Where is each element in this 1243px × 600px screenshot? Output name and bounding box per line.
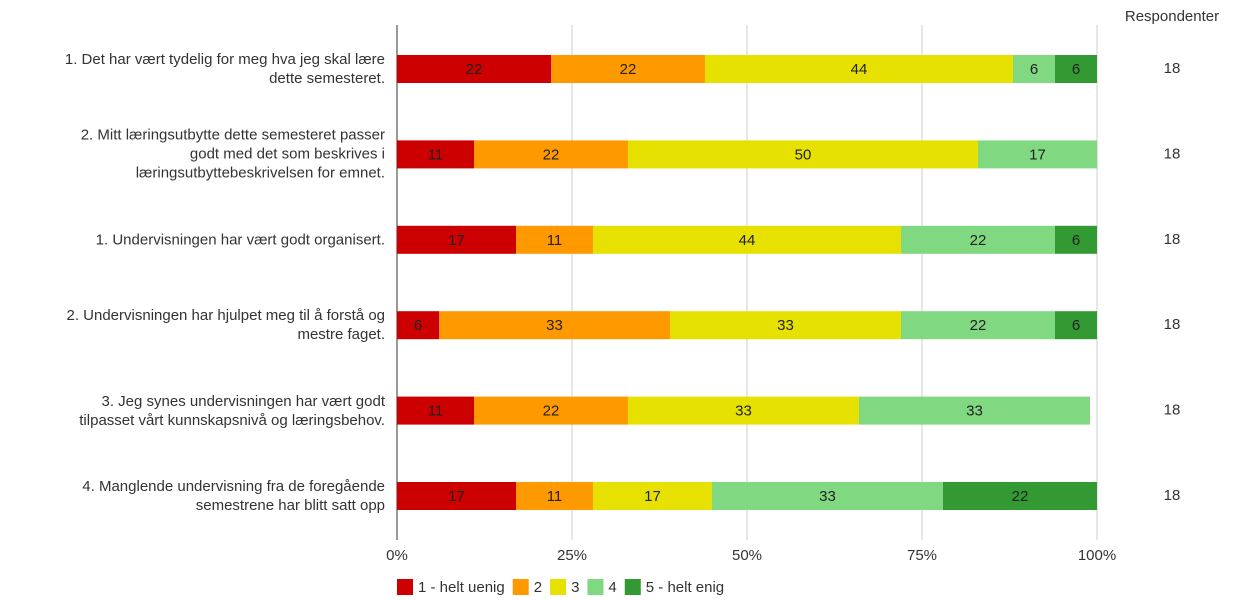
bar-segment: [628, 396, 859, 425]
data-label: 6: [1030, 61, 1038, 78]
bar-segment: [551, 55, 705, 83]
respondents-value: 18: [1164, 316, 1181, 333]
legend-swatch: [550, 579, 567, 595]
data-label: 6: [414, 317, 422, 334]
data-label: 11: [428, 403, 444, 420]
bar-segment: [901, 225, 1055, 254]
data-label: 22: [1012, 488, 1029, 505]
respondents-header: Respondenter: [1125, 8, 1219, 25]
data-label: 44: [851, 61, 868, 78]
data-label: 22: [543, 403, 560, 420]
respondents-value: 18: [1164, 402, 1181, 419]
data-label: 22: [970, 232, 987, 249]
legend-swatch: [397, 579, 413, 595]
bar-segment: [1013, 55, 1055, 83]
legend-swatch: [587, 579, 604, 595]
x-tick-label: 0%: [386, 547, 408, 564]
bar-segment: [397, 55, 551, 83]
category-label: 3. Jeg synes undervisningen har vært god…: [79, 392, 385, 429]
x-tick-label: 50%: [732, 547, 762, 564]
bar-segment: [978, 140, 1097, 169]
legend-label: 1 - helt uenig: [418, 579, 505, 596]
bar-segment: [712, 482, 943, 510]
legend-label: 4: [608, 579, 616, 596]
bar-segment: [670, 311, 901, 340]
bar-segment: [397, 140, 474, 169]
bar-segment: [859, 396, 1090, 425]
bar-segment: [397, 396, 474, 425]
bar-segment: [474, 396, 628, 425]
data-label: 22: [466, 61, 483, 78]
data-label: 33: [777, 317, 794, 334]
respondents-value: 18: [1164, 145, 1181, 162]
respondents-value: 18: [1164, 231, 1181, 248]
x-tick-label: 25%: [557, 547, 587, 564]
data-label: 22: [620, 61, 637, 78]
category-label: 1. Det har vært tydelig for meg hva jeg …: [64, 51, 385, 87]
bar-segment: [397, 482, 516, 510]
category-label: 1. Undervisningen har vært godt organise…: [95, 231, 385, 249]
legend-label: 2: [534, 579, 542, 596]
data-label: 17: [1029, 146, 1046, 163]
bar-segment: [628, 140, 978, 169]
category-label: 2. Undervisningen har hjulpet meg til å …: [66, 307, 385, 344]
bar-segment: [397, 225, 516, 254]
data-label: 22: [970, 317, 987, 334]
data-label: 33: [819, 488, 836, 505]
bar-segment: [943, 482, 1097, 510]
bar-segment: [474, 140, 628, 169]
bar-segment: [705, 55, 1013, 83]
respondents-value: 18: [1164, 487, 1181, 504]
respondents-value: 18: [1164, 60, 1181, 77]
legend-swatch: [512, 579, 529, 595]
category-label: 4. Manglende undervisning fra de foregåe…: [82, 478, 385, 514]
data-label: 50: [795, 146, 812, 163]
data-label: 17: [448, 232, 465, 249]
data-label: 44: [739, 232, 756, 249]
x-tick-label: 75%: [907, 547, 937, 564]
data-label: 11: [547, 488, 563, 505]
data-label: 6: [1072, 232, 1080, 249]
bar-segment: [1055, 225, 1097, 254]
legend-swatch: [624, 579, 641, 595]
legend-label: 5 - helt enig: [646, 579, 724, 596]
bar-segment: [516, 482, 593, 510]
data-label: 6: [1072, 317, 1080, 334]
data-label: 33: [546, 317, 563, 334]
bar-segment: [439, 311, 670, 340]
bar-segment: [516, 225, 593, 254]
bar-segment: [593, 482, 712, 510]
bar-segment: [1055, 55, 1097, 83]
data-label: 6: [1072, 61, 1080, 78]
data-label: 11: [428, 146, 444, 163]
bar-segment: [397, 311, 439, 340]
bar-segment: [1055, 311, 1097, 340]
data-label: 33: [735, 403, 752, 420]
bar-segment: [901, 311, 1055, 340]
data-label: 17: [448, 488, 465, 505]
x-tick-label: 100%: [1078, 547, 1116, 564]
data-label: 17: [644, 488, 661, 505]
legend-label: 3: [571, 579, 579, 596]
category-label: 2. Mitt læringsutbytte dette semesteret …: [80, 126, 385, 182]
data-label: 33: [966, 403, 983, 420]
bar-segment: [593, 225, 901, 254]
data-label: 22: [543, 146, 560, 163]
data-label: 11: [547, 232, 563, 249]
